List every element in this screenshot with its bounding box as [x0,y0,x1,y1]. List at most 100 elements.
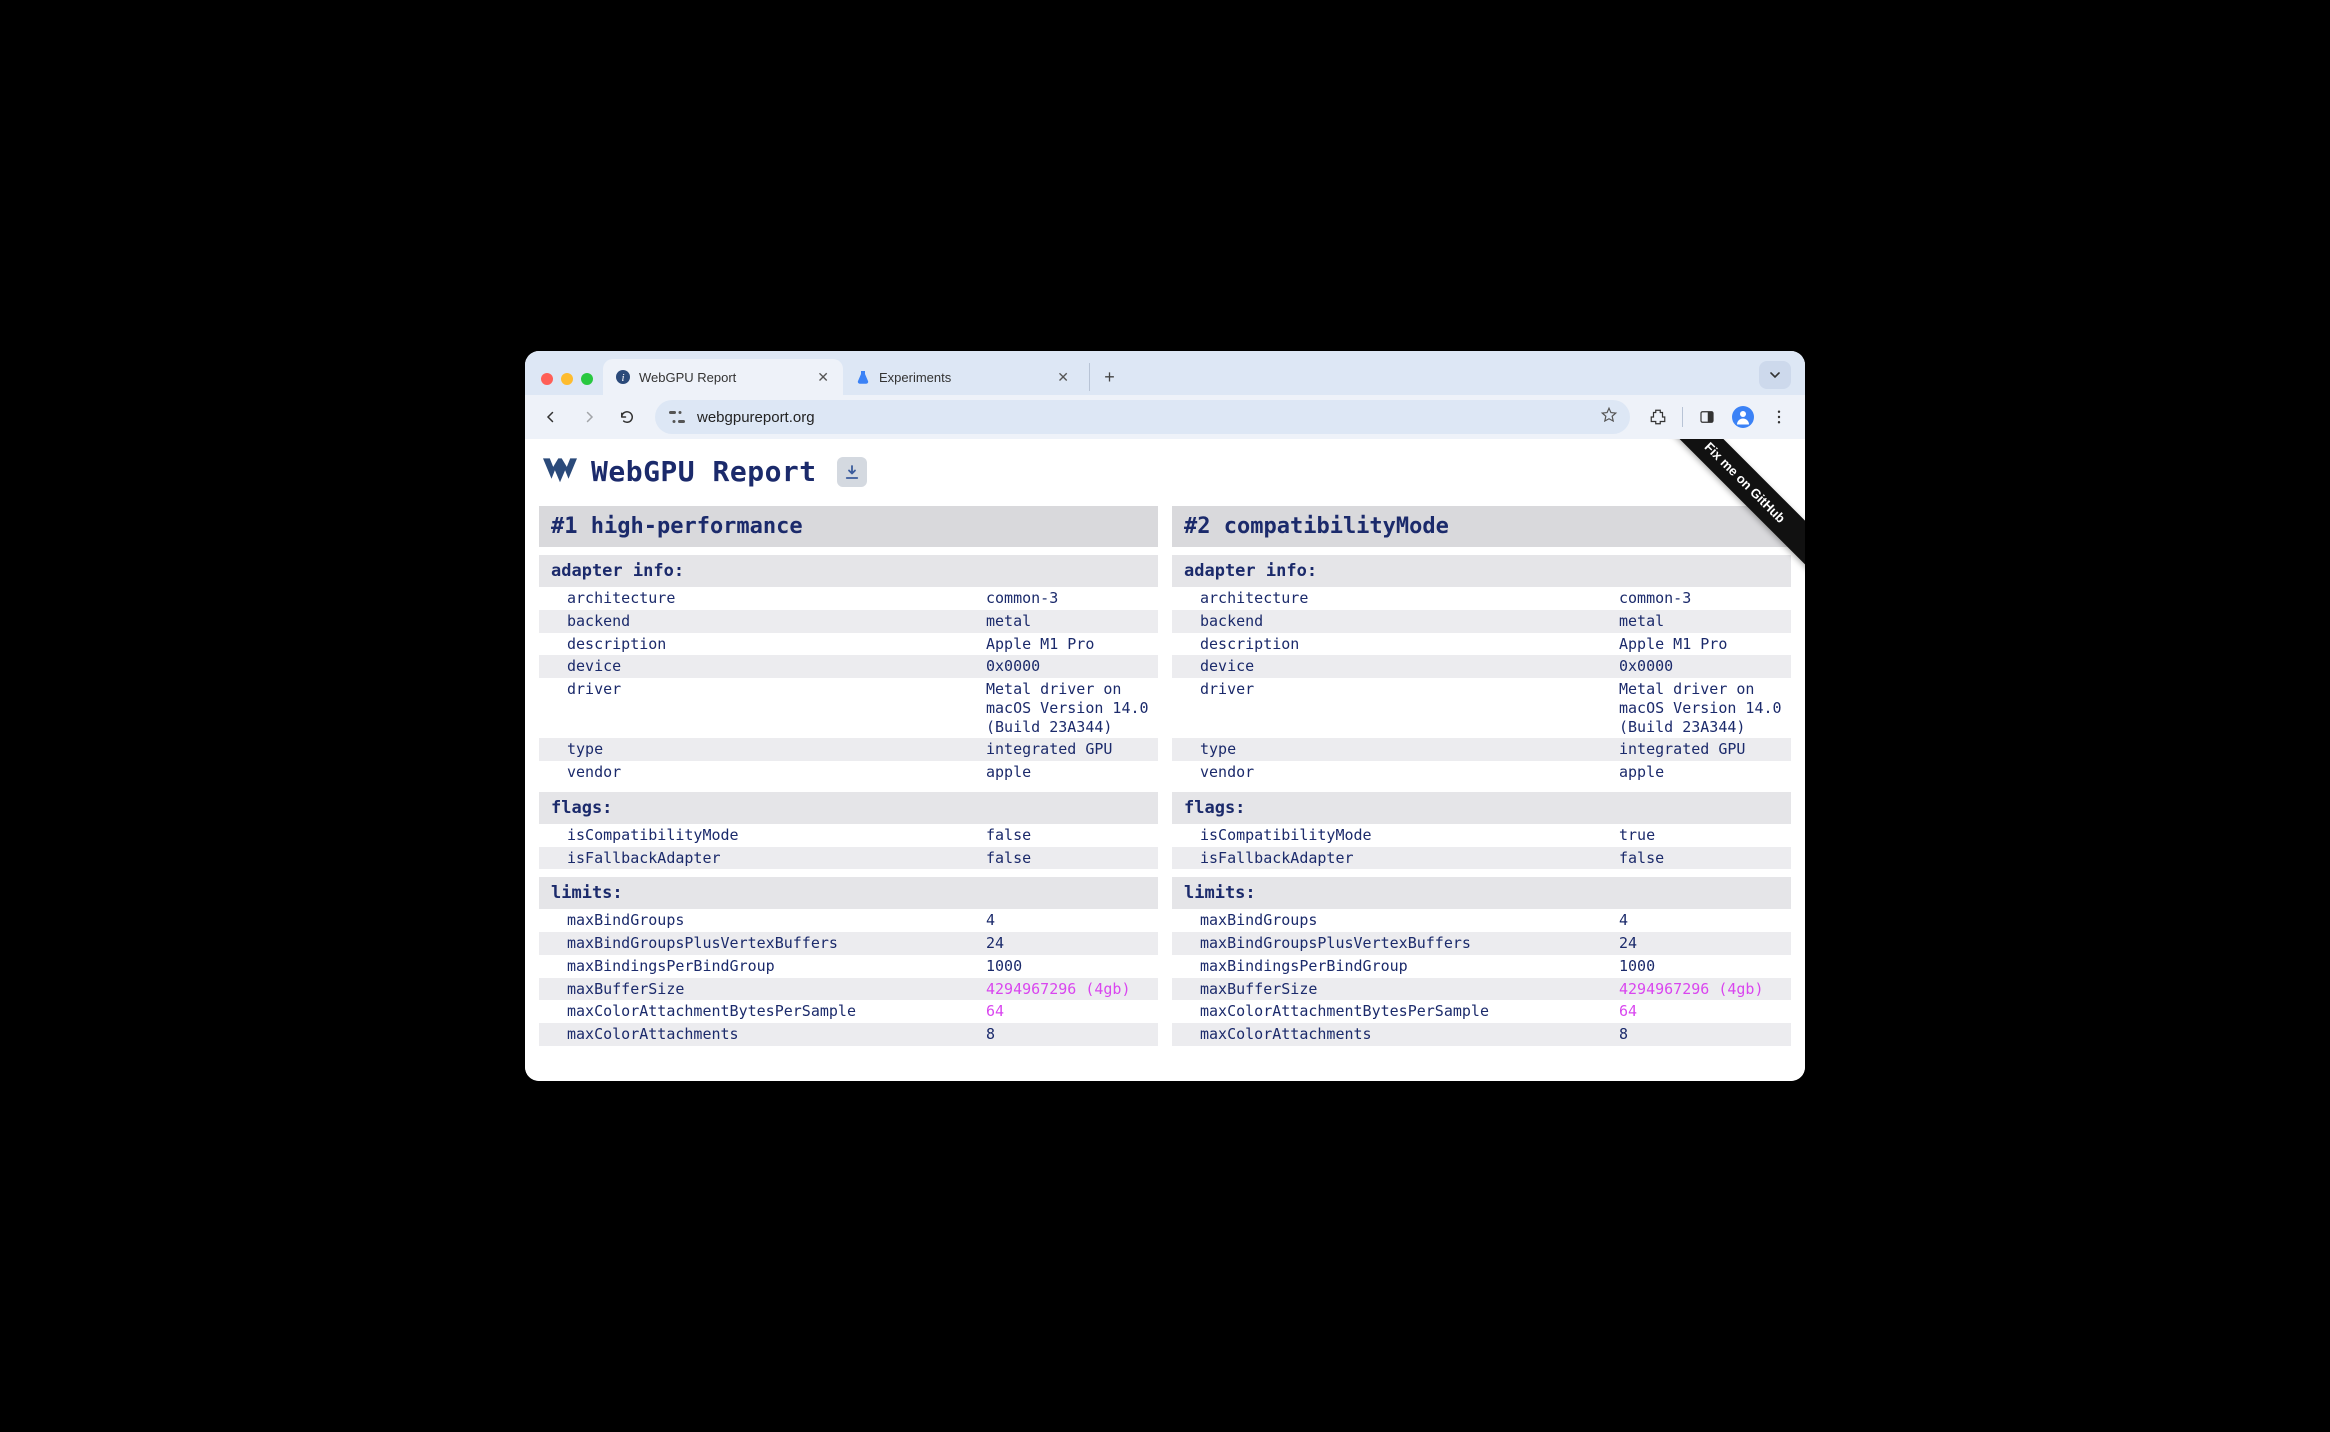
row-key: maxColorAttachments [539,1023,978,1046]
close-tab-icon[interactable]: ✕ [815,369,831,386]
table-row: maxBufferSize4294967296 (4gb) [1172,978,1791,1001]
row-value: false [978,824,1158,847]
row-key: maxBindGroups [1172,909,1611,932]
section-title: flags: [539,792,1158,824]
table-row: maxBindGroups4 [1172,909,1791,932]
row-value: 4294967296 (4gb) [978,978,1158,1001]
row-value: false [1611,847,1791,870]
tab-experiments[interactable]: Experiments ✕ [843,359,1083,395]
section-title: adapter info: [539,555,1158,587]
row-key: architecture [539,587,978,610]
row-key: maxBindGroupsPlusVertexBuffers [539,932,978,955]
page-content: Fix me on GitHub WebGPU Report #1 high-p… [525,439,1805,1081]
row-value: integrated GPU [1611,738,1791,761]
row-value: 0x0000 [978,655,1158,678]
maximize-window-button[interactable] [581,373,593,385]
row-value: 0x0000 [1611,655,1791,678]
sidepanel-icon[interactable] [1691,401,1723,433]
table-row: isFallbackAdapterfalse [1172,847,1791,870]
tab-title: WebGPU Report [639,370,807,385]
table-row: maxBindingsPerBindGroup1000 [539,955,1158,978]
table-row: backendmetal [1172,610,1791,633]
table-row: vendorapple [1172,761,1791,784]
table-row: typeintegrated GPU [539,738,1158,761]
table-row: isCompatibilityModetrue [1172,824,1791,847]
table-row: descriptionApple M1 Pro [539,633,1158,656]
table-row: maxBindingsPerBindGroup1000 [1172,955,1791,978]
download-button[interactable] [837,457,867,487]
flask-icon [855,369,871,385]
row-key: backend [1172,610,1611,633]
row-value: true [1611,824,1791,847]
table-row: maxColorAttachmentBytesPerSample64 [539,1000,1158,1023]
row-value: 4 [978,909,1158,932]
table-row: device0x0000 [539,655,1158,678]
close-tab-icon[interactable]: ✕ [1055,369,1071,386]
panels: #1 high-performanceadapter info:architec… [525,506,1805,1046]
back-button[interactable] [535,401,567,433]
table-row: driverMetal driver on macOS Version 14.0… [1172,678,1791,738]
row-value: metal [1611,610,1791,633]
row-key: maxBindingsPerBindGroup [1172,955,1611,978]
address-bar[interactable]: webgpureport.org [655,400,1630,434]
tab-strip: i WebGPU Report ✕ Experiments ✕ + [525,351,1805,395]
url-text: webgpureport.org [697,409,1590,426]
row-key: maxBindingsPerBindGroup [539,955,978,978]
site-settings-icon[interactable] [667,407,687,427]
row-value: common-3 [978,587,1158,610]
row-value: Apple M1 Pro [1611,633,1791,656]
table-row: maxBindGroupsPlusVertexBuffers24 [539,932,1158,955]
row-key: device [539,655,978,678]
tab-dropdown-button[interactable] [1759,361,1791,389]
row-key: driver [539,678,978,738]
row-value: 1000 [978,955,1158,978]
section-title: limits: [1172,877,1791,909]
row-value: Metal driver on macOS Version 14.0 (Buil… [1611,678,1791,738]
row-key: maxBindGroupsPlusVertexBuffers [1172,932,1611,955]
row-key: isFallbackAdapter [539,847,978,870]
table-row: maxBindGroups4 [539,909,1158,932]
row-key: description [1172,633,1611,656]
panel-title: #1 high-performance [539,506,1158,547]
minimize-window-button[interactable] [561,373,573,385]
row-value: integrated GPU [978,738,1158,761]
row-key: architecture [1172,587,1611,610]
row-key: description [539,633,978,656]
reload-button[interactable] [611,401,643,433]
table-row: typeintegrated GPU [1172,738,1791,761]
menu-icon[interactable] [1763,401,1795,433]
table-row: driverMetal driver on macOS Version 14.0… [539,678,1158,738]
bookmark-icon[interactable] [1600,406,1618,429]
forward-button[interactable] [573,401,605,433]
row-value: metal [978,610,1158,633]
row-key: type [539,738,978,761]
row-value: common-3 [1611,587,1791,610]
row-value: 4 [1611,909,1791,932]
row-key: maxBufferSize [1172,978,1611,1001]
table-row: architecturecommon-3 [1172,587,1791,610]
section-title: adapter info: [1172,555,1791,587]
table-row: vendorapple [539,761,1158,784]
tab-webgpu-report[interactable]: i WebGPU Report ✕ [603,359,843,395]
row-key: isCompatibilityMode [1172,824,1611,847]
row-key: maxBufferSize [539,978,978,1001]
row-value: Apple M1 Pro [978,633,1158,656]
row-value: 1000 [1611,955,1791,978]
table-row: maxBindGroupsPlusVertexBuffers24 [1172,932,1791,955]
row-key: maxColorAttachments [1172,1023,1611,1046]
row-key: maxBindGroups [539,909,978,932]
page-title: WebGPU Report [591,455,817,488]
row-value: 8 [978,1023,1158,1046]
new-tab-button[interactable]: + [1089,363,1117,391]
row-value: false [978,847,1158,870]
extensions-icon[interactable] [1642,401,1674,433]
row-value: 8 [1611,1023,1791,1046]
row-value: Metal driver on macOS Version 14.0 (Buil… [978,678,1158,738]
profile-avatar[interactable] [1727,401,1759,433]
row-key: driver [1172,678,1611,738]
row-key: maxColorAttachmentBytesPerSample [1172,1000,1611,1023]
row-key: device [1172,655,1611,678]
tab-title: Experiments [879,370,1047,385]
row-key: vendor [1172,761,1611,784]
close-window-button[interactable] [541,373,553,385]
